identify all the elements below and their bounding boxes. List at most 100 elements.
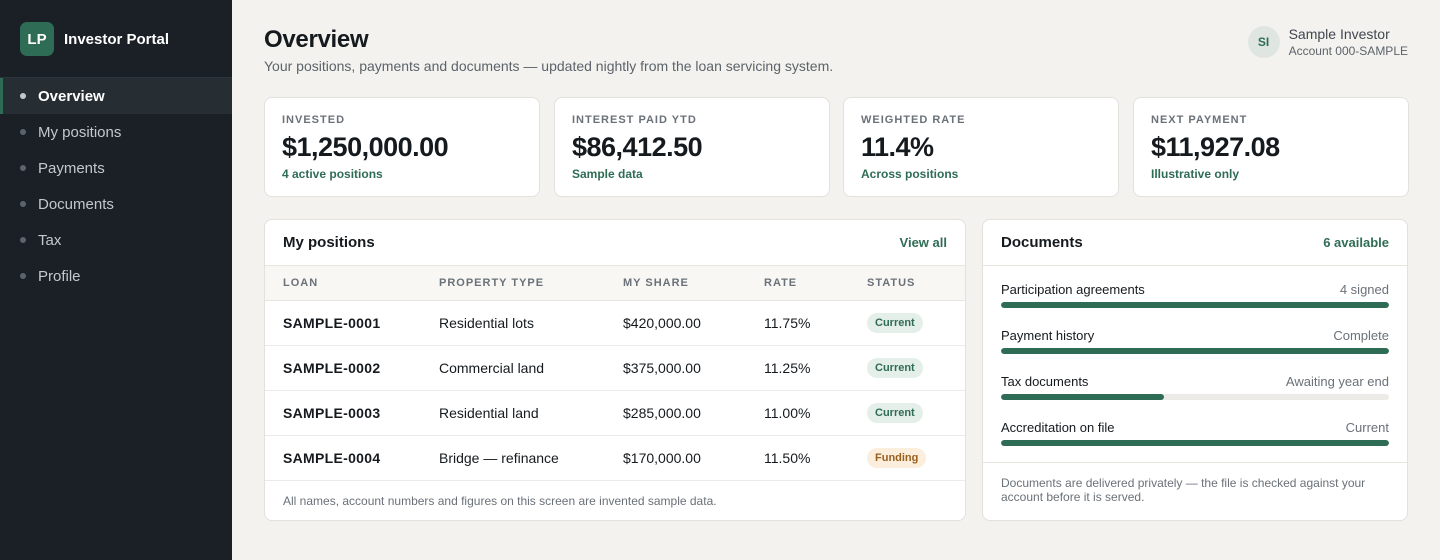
positions-footnote: All names, account numbers and figures o… xyxy=(283,493,717,508)
stat-value: $11,927.08 xyxy=(1151,132,1280,162)
sidebar-item-documents[interactable]: Documents xyxy=(0,186,232,222)
property-type: Residential lots xyxy=(421,300,605,346)
document-item-line: Participation agreements 4 signed xyxy=(1001,282,1389,297)
stat-label: WEIGHTED RATE xyxy=(861,114,966,126)
stat-value: 11.4% xyxy=(861,132,934,162)
sidebar-item-label: Overview xyxy=(38,87,105,105)
property-type: Commercial land xyxy=(421,345,605,391)
documents-panel: Documents 6 available Participation agre… xyxy=(982,219,1408,521)
loan-id: SAMPLE-0003 xyxy=(265,390,421,436)
page-subtitle: Your positions, payments and documents —… xyxy=(264,58,834,74)
my-share: $375,000.00 xyxy=(605,345,746,391)
stat-note: Illustrative only xyxy=(1151,167,1240,181)
panel-title: Documents xyxy=(1001,234,1083,251)
stat-card-invested: INVESTED $1,250,000.00 4 active position… xyxy=(264,97,540,197)
sidebar-item-label: Payments xyxy=(38,159,105,177)
sidebar-item-label: My positions xyxy=(38,123,122,141)
documents-available-link[interactable]: 6 available xyxy=(1323,235,1389,250)
loan-id: SAMPLE-0001 xyxy=(265,300,421,346)
loan-id: SAMPLE-0004 xyxy=(265,435,421,481)
progress-bar xyxy=(1001,348,1389,354)
column-header-rate[interactable]: RATE xyxy=(746,266,849,301)
page-title: Overview xyxy=(264,26,369,53)
rate: 11.00% xyxy=(746,390,849,436)
progress-fill xyxy=(1001,394,1164,400)
rate: 11.75% xyxy=(746,300,849,346)
sidebar-item-tax[interactable]: Tax xyxy=(0,222,232,258)
status-cell: Funding xyxy=(849,435,965,481)
progress-bar xyxy=(1001,440,1389,446)
sidebar-item-overview[interactable]: Overview xyxy=(0,78,232,114)
user-name: Sample Investor xyxy=(1288,26,1390,42)
document-status: Awaiting year end xyxy=(1285,374,1389,389)
stat-note: Across positions xyxy=(861,167,959,181)
user-account: Account 000-SAMPLE xyxy=(1288,44,1408,58)
stat-label: INVESTED xyxy=(282,114,346,126)
status-cell: Current xyxy=(849,345,965,391)
sidebar-item-my-positions[interactable]: My positions xyxy=(0,114,232,150)
document-list: Participation agreements 4 signed Paymen… xyxy=(983,266,1407,446)
table-row[interactable]: SAMPLE-0004 Bridge — refinance $170,000.… xyxy=(265,435,965,481)
column-header-my-share[interactable]: MY SHARE xyxy=(605,266,746,301)
document-name: Accreditation on file xyxy=(1001,420,1115,435)
document-item[interactable]: Participation agreements 4 signed xyxy=(1001,282,1389,308)
column-header-loan[interactable]: LOAN xyxy=(265,266,421,301)
table-header-row: LOAN PROPERTY TYPE MY SHARE RATE STATUS xyxy=(265,266,965,301)
document-item[interactable]: Tax documents Awaiting year end xyxy=(1001,374,1389,400)
column-header-status[interactable]: STATUS xyxy=(849,266,965,301)
sidebar-divider xyxy=(0,77,232,78)
bullet-icon xyxy=(20,237,26,243)
document-status: Current xyxy=(1345,420,1389,435)
stat-card-weighted-rate: WEIGHTED RATE 11.4% Across positions xyxy=(843,97,1119,197)
documents-footnote: Documents are delivered privately — the … xyxy=(983,462,1407,517)
document-name: Participation agreements xyxy=(1001,282,1145,297)
table-row[interactable]: SAMPLE-0002 Commercial land $375,000.00 … xyxy=(265,345,965,391)
my-share: $170,000.00 xyxy=(605,435,746,481)
stat-card-next-payment: NEXT PAYMENT $11,927.08 Illustrative onl… xyxy=(1133,97,1409,197)
panel-title: My positions xyxy=(283,234,375,251)
document-name: Payment history xyxy=(1001,328,1095,343)
status-badge: Funding xyxy=(867,447,927,468)
sidebar-item-payments[interactable]: Payments xyxy=(0,150,232,186)
bullet-icon xyxy=(20,273,26,279)
bullet-icon xyxy=(20,129,26,135)
document-status: 4 signed xyxy=(1339,282,1389,297)
sidebar-item-profile[interactable]: Profile xyxy=(0,258,232,294)
table-row[interactable]: SAMPLE-0001 Residential lots $420,000.00… xyxy=(265,300,965,346)
status-cell: Current xyxy=(849,390,965,436)
progress-bar xyxy=(1001,394,1389,400)
sidebar-nav: Overview My positions Payments Documents… xyxy=(0,78,232,294)
progress-bar xyxy=(1001,302,1389,308)
document-name: Tax documents xyxy=(1001,374,1089,389)
stat-label: INTEREST PAID YTD xyxy=(572,114,697,126)
table-row[interactable]: SAMPLE-0003 Residential land $285,000.00… xyxy=(265,390,965,436)
brand-logo: LP xyxy=(20,22,54,56)
column-header-property-type[interactable]: PROPERTY TYPE xyxy=(421,266,605,301)
positions-header: My positions View all xyxy=(265,220,965,266)
bullet-icon xyxy=(20,93,26,99)
positions-panel: My positions View all LOAN PROPERTY TYPE… xyxy=(264,219,966,521)
document-item-line: Payment history Complete xyxy=(1001,328,1389,343)
property-type: Residential land xyxy=(421,390,605,436)
rate: 11.50% xyxy=(746,435,849,481)
stat-label: NEXT PAYMENT xyxy=(1151,114,1248,126)
stat-value: $86,412.50 xyxy=(572,132,703,162)
stat-value: $1,250,000.00 xyxy=(282,132,449,162)
document-item[interactable]: Payment history Complete xyxy=(1001,328,1389,354)
bullet-icon xyxy=(20,165,26,171)
user-menu[interactable]: SI Sample Investor Account 000-SAMPLE xyxy=(1247,26,1408,58)
my-share: $285,000.00 xyxy=(605,390,746,436)
property-type: Bridge — refinance xyxy=(421,435,605,481)
view-all-link[interactable]: View all xyxy=(899,235,947,250)
status-badge: Current xyxy=(867,357,923,378)
documents-header: Documents 6 available xyxy=(983,220,1407,266)
progress-fill xyxy=(1001,348,1389,354)
document-status: Complete xyxy=(1333,328,1389,343)
document-item-line: Accreditation on file Current xyxy=(1001,420,1389,435)
brand[interactable]: LP Investor Portal xyxy=(20,22,169,56)
document-item[interactable]: Accreditation on file Current xyxy=(1001,420,1389,446)
sidebar-item-label: Documents xyxy=(38,195,114,213)
sidebar: LP Investor Portal Overview My positions… xyxy=(0,0,232,560)
sidebar-item-label: Tax xyxy=(38,231,62,249)
my-share: $420,000.00 xyxy=(605,300,746,346)
